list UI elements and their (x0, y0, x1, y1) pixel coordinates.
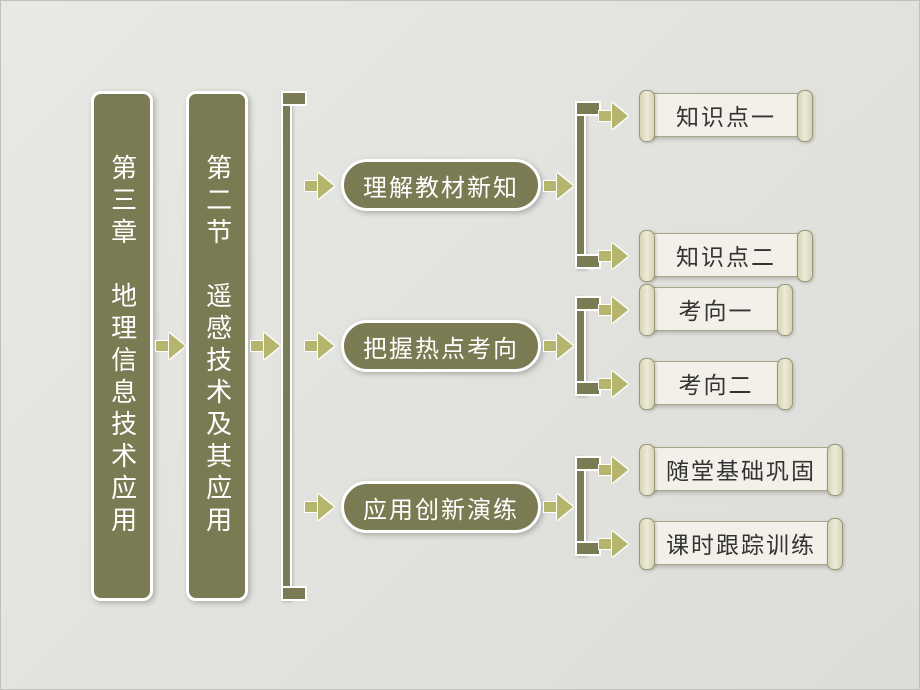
topic-label-3: 应用创新演练 (363, 490, 519, 525)
leaf-label-2: 知识点二 (676, 238, 776, 272)
leaf-box-4: 考向二 (646, 361, 786, 405)
sub-bracket-1 (575, 101, 586, 269)
arrow-to-hbox1 (304, 171, 334, 201)
sub-bracket-3 (575, 456, 586, 556)
flowchart-container: 第三章 地理信息技术应用 第二节 遥感技术及其应用 理解教材新知 把握热点考向 … (91, 91, 851, 601)
leaf-label-5: 随堂基础巩固 (666, 452, 816, 486)
arrow-chapter-to-section (155, 331, 185, 361)
leaf-box-6: 课时跟踪训练 (646, 521, 836, 565)
sub-bracket-2 (575, 296, 586, 396)
leaf-box-2: 知识点二 (646, 233, 806, 277)
leaf-label-4: 考向二 (679, 366, 754, 400)
arrow-hbox2-out (543, 331, 573, 361)
chapter-label: 第三章 地理信息技术应用 (106, 154, 137, 538)
leaf-box-3: 考向一 (646, 287, 786, 331)
section-box: 第二节 遥感技术及其应用 (186, 91, 248, 601)
arrow-to-hbox2 (304, 331, 334, 361)
topic-box-2: 把握热点考向 (341, 320, 541, 372)
arrow-to-leaf-5 (598, 455, 628, 485)
main-bracket (281, 91, 292, 601)
arrow-to-hbox3 (304, 492, 334, 522)
topic-label-2: 把握热点考向 (363, 329, 519, 364)
arrow-hbox1-out (543, 171, 573, 201)
chapter-box: 第三章 地理信息技术应用 (91, 91, 153, 601)
leaf-box-1: 知识点一 (646, 93, 806, 137)
section-label: 第二节 遥感技术及其应用 (201, 154, 232, 538)
leaf-box-5: 随堂基础巩固 (646, 447, 836, 491)
arrow-hbox3-out (543, 492, 573, 522)
arrow-to-leaf-4 (598, 369, 628, 399)
arrow-to-leaf-3 (598, 295, 628, 325)
arrow-section-to-bracket (250, 331, 280, 361)
arrow-to-leaf-6 (598, 529, 628, 559)
topic-label-1: 理解教材新知 (363, 168, 519, 203)
arrow-to-leaf-2 (598, 241, 628, 271)
topic-box-3: 应用创新演练 (341, 481, 541, 533)
leaf-label-3: 考向一 (679, 292, 754, 326)
leaf-label-1: 知识点一 (676, 98, 776, 132)
leaf-label-6: 课时跟踪训练 (666, 526, 816, 560)
topic-box-1: 理解教材新知 (341, 159, 541, 211)
arrow-to-leaf-1 (598, 101, 628, 131)
